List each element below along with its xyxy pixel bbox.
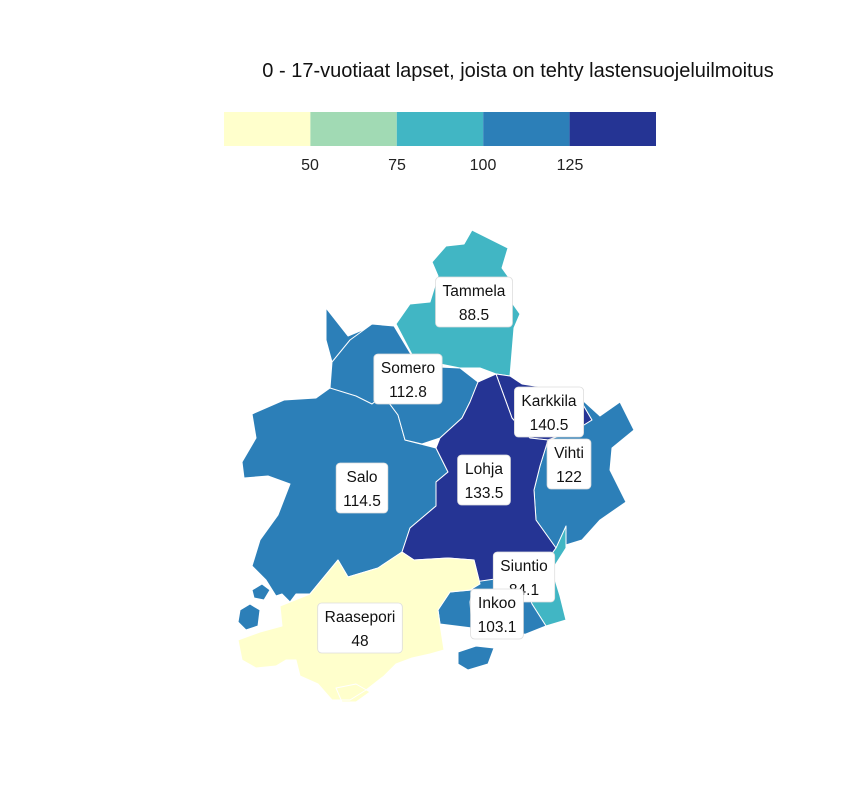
label-value: 88.5 (459, 307, 489, 324)
color-legend: 50 75 100 125 (224, 112, 656, 174)
legend-tick-75: 75 (388, 157, 406, 174)
label-box (335, 462, 389, 514)
municipality-labels: Tammela 88.5 Somero 112.8 Karkkila 140.5 Vihti… (317, 276, 592, 654)
label-inkoo: Inkoo 103.1 (470, 588, 524, 640)
label-value: 114.5 (343, 493, 381, 510)
label-name: Lohja (465, 461, 503, 478)
legend-tick-50: 50 (301, 157, 319, 174)
label-value: 48 (351, 633, 368, 650)
label-box (457, 454, 511, 506)
label-name: Siuntio (500, 558, 547, 575)
label-name: Salo (346, 469, 377, 486)
label-raasepori: Raasepori 48 (317, 602, 403, 654)
label-somero: Somero 112.8 (373, 353, 443, 405)
legend-bin-4 (483, 112, 570, 146)
label-box (470, 588, 524, 640)
legend-tick-100: 100 (470, 157, 497, 174)
label-box (317, 602, 403, 654)
region-salo-island[interactable] (237, 583, 271, 631)
label-karkkila: Karkkila 140.5 (514, 386, 584, 438)
legend-tick-125: 125 (557, 157, 584, 174)
legend-bin-5 (569, 112, 656, 146)
legend-bin-1 (224, 112, 311, 146)
label-tammela: Tammela 88.5 (435, 276, 513, 328)
label-name: Karkkila (521, 393, 577, 410)
label-box (435, 276, 513, 328)
label-lohja: Lohja 133.5 (457, 454, 511, 506)
label-name: Somero (381, 360, 435, 377)
label-salo: Salo 114.5 (335, 462, 389, 514)
label-box (373, 353, 443, 405)
legend-bin-2 (310, 112, 397, 146)
label-value: 122 (556, 469, 582, 486)
label-name: Raasepori (325, 609, 396, 626)
map-title: 0 - 17-vuotiaat lapset, joista on tehty … (262, 60, 773, 82)
label-value: 140.5 (530, 417, 569, 434)
label-name: Vihti (554, 445, 584, 462)
label-value: 133.5 (465, 485, 504, 502)
label-vihti: Vihti 122 (546, 438, 592, 490)
label-box (514, 386, 584, 438)
label-value: 103.1 (478, 619, 517, 636)
label-name: Tammela (443, 283, 506, 300)
label-name: Inkoo (478, 595, 516, 612)
label-value: 112.8 (389, 384, 427, 401)
label-box (546, 438, 592, 490)
legend-bin-3 (396, 112, 484, 146)
